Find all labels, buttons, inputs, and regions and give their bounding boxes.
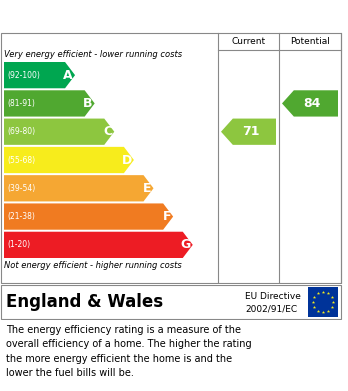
Text: 84: 84 — [303, 97, 321, 110]
Text: Not energy efficient - higher running costs: Not energy efficient - higher running co… — [4, 262, 182, 271]
Text: EU Directive: EU Directive — [245, 292, 301, 301]
Text: (69-80): (69-80) — [7, 127, 35, 136]
Text: C: C — [103, 125, 112, 138]
Text: Energy Efficiency Rating: Energy Efficiency Rating — [8, 9, 229, 23]
Text: D: D — [122, 154, 132, 167]
Text: B: B — [83, 97, 93, 110]
Text: E: E — [143, 182, 151, 195]
Text: (92-100): (92-100) — [7, 71, 40, 80]
Text: (39-54): (39-54) — [7, 184, 35, 193]
Polygon shape — [4, 118, 114, 145]
Text: G: G — [181, 239, 191, 251]
Text: (21-38): (21-38) — [7, 212, 35, 221]
Text: A: A — [63, 69, 73, 82]
Polygon shape — [4, 175, 153, 201]
Text: (81-91): (81-91) — [7, 99, 35, 108]
Polygon shape — [4, 90, 95, 117]
Text: Potential: Potential — [290, 36, 330, 45]
Text: Current: Current — [231, 36, 266, 45]
Polygon shape — [4, 147, 134, 173]
Text: Very energy efficient - lower running costs: Very energy efficient - lower running co… — [4, 50, 182, 59]
Polygon shape — [4, 232, 193, 258]
Bar — [308, 287, 338, 317]
Polygon shape — [4, 62, 75, 88]
Text: (1-20): (1-20) — [7, 240, 30, 249]
Text: The energy efficiency rating is a measure of the
overall efficiency of a home. T: The energy efficiency rating is a measur… — [6, 325, 252, 378]
Polygon shape — [221, 118, 276, 145]
Text: F: F — [163, 210, 171, 223]
Text: 2002/91/EC: 2002/91/EC — [245, 305, 297, 314]
Text: England & Wales: England & Wales — [6, 293, 163, 311]
Polygon shape — [282, 90, 338, 117]
Text: (55-68): (55-68) — [7, 156, 35, 165]
Polygon shape — [4, 203, 173, 230]
Text: 71: 71 — [242, 125, 259, 138]
